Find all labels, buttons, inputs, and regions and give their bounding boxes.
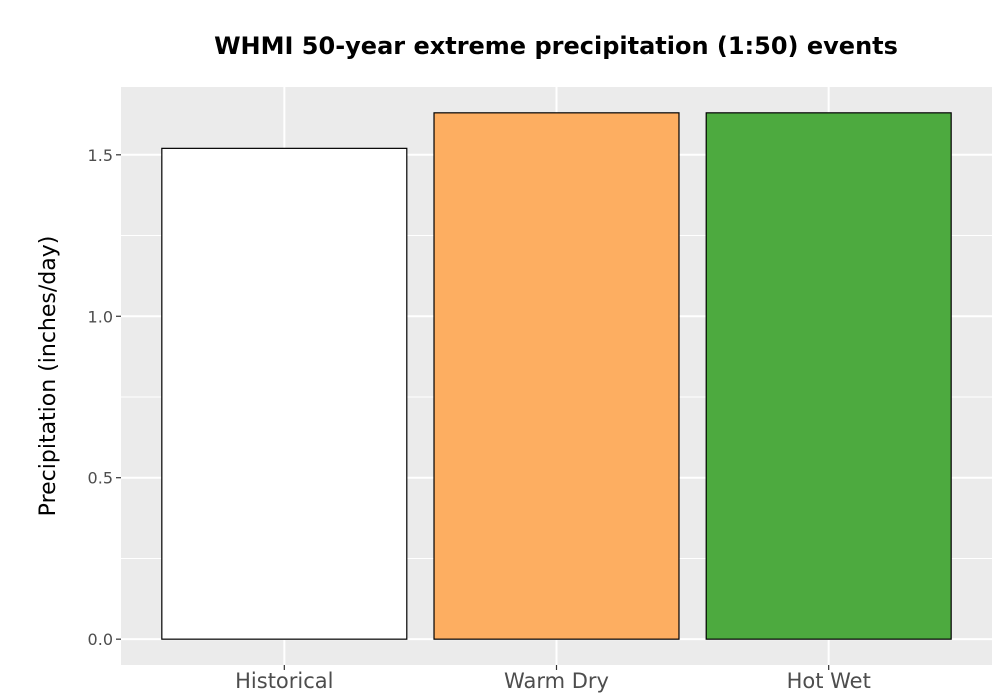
y-tick-label: 1.5 — [88, 146, 113, 165]
y-tick-label: 1.0 — [88, 307, 113, 326]
bar-warm-dry — [433, 112, 680, 640]
x-tick-label: Hot Wet — [787, 669, 871, 693]
chart-title: WHMI 50-year extreme precipitation (1:50… — [214, 32, 898, 60]
bars — [161, 112, 952, 640]
bar-historical — [161, 147, 408, 640]
bar-hot-wet — [705, 112, 952, 640]
x-tick-label: Historical — [235, 669, 333, 693]
y-tick-label: 0.0 — [88, 630, 113, 649]
x-tick-label: Warm Dry — [504, 669, 609, 693]
y-tick-label: 0.5 — [88, 469, 113, 488]
y-axis-label: Precipitation (inches/day) — [36, 236, 61, 517]
y-axis-ticks: 0.0 0.5 1.0 1.5 — [88, 146, 121, 649]
x-axis-ticks: Historical Warm Dry Hot Wet — [235, 665, 871, 693]
